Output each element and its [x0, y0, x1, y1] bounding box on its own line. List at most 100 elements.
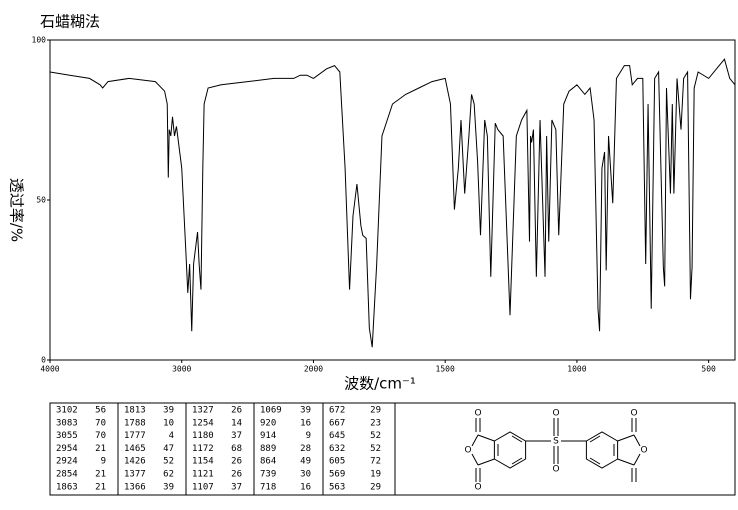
y-axis-label: 透过率/% [8, 178, 26, 242]
peak-transmittance: 4 [169, 431, 174, 441]
peak-transmittance: 28 [300, 444, 311, 454]
atom: O [552, 409, 559, 419]
peak-wavenumber: 1180 [192, 431, 214, 441]
peak-transmittance: 9 [306, 431, 311, 441]
bond [633, 453, 641, 466]
peak-wavenumber: 1366 [124, 482, 146, 492]
peak-transmittance: 29 [370, 406, 381, 416]
peak-wavenumber: 1465 [124, 444, 146, 454]
peak-wavenumber: 1788 [124, 418, 146, 428]
peak-transmittance: 21 [95, 444, 106, 454]
peak-wavenumber: 739 [260, 470, 276, 480]
peak-transmittance: 52 [370, 444, 381, 454]
bond [471, 434, 479, 447]
peak-transmittance: 16 [300, 482, 311, 492]
peak-transmittance: 26 [231, 470, 242, 480]
peak-wavenumber: 1154 [192, 457, 214, 467]
bond [589, 457, 601, 465]
peak-wavenumber: 920 [260, 418, 276, 428]
peak-transmittance: 47 [163, 444, 174, 454]
atom: O [474, 409, 481, 419]
peak-transmittance: 49 [300, 457, 311, 467]
bond [589, 435, 601, 443]
bond [511, 435, 523, 443]
x-tick-label: 1500 [436, 365, 455, 374]
peak-transmittance: 29 [370, 482, 381, 492]
peak-wavenumber: 1327 [192, 406, 214, 416]
atom: O [630, 409, 637, 419]
peak-transmittance: 62 [163, 470, 174, 480]
x-axis-label: 波数/cm⁻¹ [344, 375, 416, 393]
table-frame [49, 402, 736, 496]
peak-transmittance: 56 [95, 406, 106, 416]
peak-wavenumber: 1813 [124, 406, 146, 416]
peak-wavenumber: 645 [329, 431, 345, 441]
plot-frame [49, 39, 736, 361]
peak-wavenumber: 1121 [192, 470, 214, 480]
atom: S [553, 437, 559, 447]
peak-transmittance: 52 [370, 431, 381, 441]
peak-wavenumber: 2924 [56, 457, 78, 467]
peak-wavenumber: 569 [329, 470, 345, 480]
y-tick-label: 0 [41, 356, 46, 365]
peak-transmittance: 21 [95, 482, 106, 492]
peak-wavenumber: 1107 [192, 482, 214, 492]
x-tick-label: 3000 [172, 365, 191, 374]
peak-wavenumber: 667 [329, 418, 345, 428]
peak-transmittance: 39 [163, 406, 174, 416]
x-tick-label: 500 [701, 365, 716, 374]
bond [477, 458, 495, 466]
peak-transmittance: 16 [300, 418, 311, 428]
x-tick-label: 4000 [40, 365, 59, 374]
peak-transmittance: 37 [231, 431, 242, 441]
atom: O [464, 446, 471, 456]
peak-wavenumber: 2954 [56, 444, 78, 454]
atom: O [474, 483, 481, 493]
peak-wavenumber: 1777 [124, 431, 146, 441]
peak-transmittance: 70 [95, 418, 106, 428]
peak-wavenumber: 672 [329, 406, 345, 416]
peak-transmittance: 14 [231, 418, 242, 428]
peak-transmittance: 23 [370, 418, 381, 428]
bond [617, 458, 635, 466]
peak-transmittance: 10 [163, 418, 174, 428]
y-tick-label: 50 [36, 196, 46, 205]
peak-wavenumber: 1254 [192, 418, 214, 428]
peak-transmittance: 21 [95, 470, 106, 480]
peak-wavenumber: 1377 [124, 470, 146, 480]
peak-wavenumber: 3055 [56, 431, 78, 441]
chart-title: 石蜡糊法 [40, 13, 100, 31]
peak-wavenumber: 3083 [56, 418, 78, 428]
ring [585, 431, 619, 469]
peak-transmittance: 39 [163, 482, 174, 492]
peak-wavenumber: 889 [260, 444, 276, 454]
y-tick-label: 100 [32, 36, 47, 45]
bond [633, 434, 641, 447]
peak-transmittance: 72 [370, 457, 381, 467]
peak-wavenumber: 2854 [56, 470, 78, 480]
bond [471, 453, 479, 466]
peak-wavenumber: 1863 [56, 482, 78, 492]
bond [617, 434, 635, 442]
peak-transmittance: 26 [231, 457, 242, 467]
peak-transmittance: 19 [370, 470, 381, 480]
peak-transmittance: 52 [163, 457, 174, 467]
peak-transmittance: 9 [101, 457, 106, 467]
peak-wavenumber: 718 [260, 482, 276, 492]
peak-wavenumber: 632 [329, 444, 345, 454]
bond [477, 434, 495, 442]
x-tick-label: 2000 [304, 365, 323, 374]
peak-wavenumber: 864 [260, 457, 276, 467]
peak-wavenumber: 3102 [56, 406, 78, 416]
peak-transmittance: 68 [231, 444, 242, 454]
peak-wavenumber: 563 [329, 482, 345, 492]
spectrum-line [49, 58, 736, 348]
peak-wavenumber: 1172 [192, 444, 214, 454]
atom: O [640, 446, 647, 456]
peak-wavenumber: 1069 [260, 406, 282, 416]
structure: O O O O O O O S [464, 409, 647, 493]
peak-wavenumber: 1426 [124, 457, 146, 467]
x-tick-label: 1000 [567, 365, 586, 374]
peak-transmittance: 26 [231, 406, 242, 416]
